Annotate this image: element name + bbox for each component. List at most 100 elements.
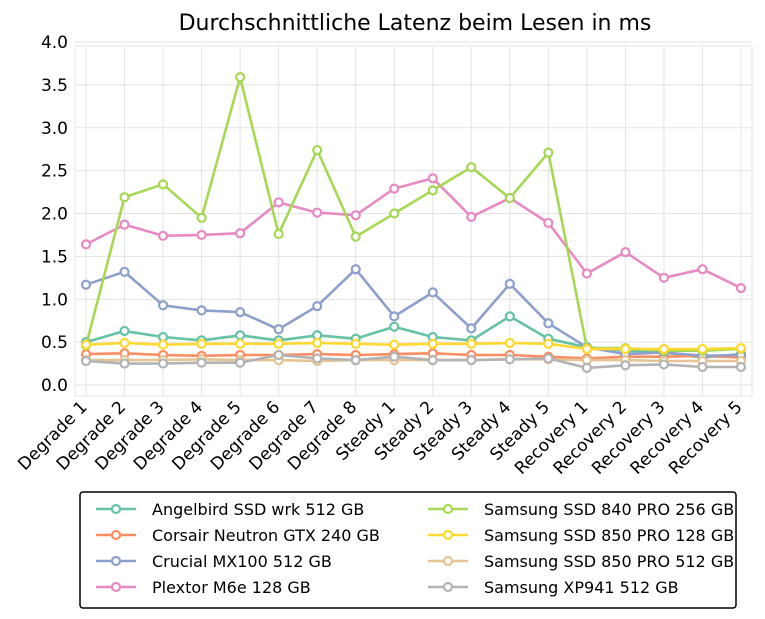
series-line — [85, 351, 742, 360]
data-point — [697, 343, 708, 355]
data-point — [157, 179, 169, 190]
data-point — [658, 343, 670, 355]
series-line — [85, 341, 742, 351]
data-point — [543, 318, 554, 329]
data-point — [312, 337, 323, 349]
data-point — [427, 173, 438, 184]
data-point — [581, 268, 592, 279]
legend-box — [79, 491, 737, 609]
data-point — [235, 307, 246, 318]
legend-item: Samsung SSD 850 PRO 128 GB — [428, 526, 734, 545]
data-point — [80, 239, 92, 250]
data-point — [157, 339, 169, 350]
data-point — [312, 144, 323, 156]
y-tick-label: 1.5 — [41, 247, 68, 267]
series-3 — [80, 173, 747, 294]
data-point — [119, 192, 130, 203]
data-point — [80, 355, 92, 367]
legend-swatch-marker — [442, 529, 454, 541]
data-point — [196, 212, 207, 223]
data-point — [543, 338, 554, 349]
data-point — [350, 231, 361, 242]
data-point — [735, 343, 747, 354]
data-point — [389, 183, 400, 194]
legend-item: Samsung SSD 850 PRO 512 GB — [428, 552, 734, 571]
data-point — [273, 349, 284, 361]
data-point — [350, 338, 361, 349]
data-point — [273, 228, 284, 240]
data-point — [620, 360, 631, 371]
data-point — [389, 208, 400, 219]
legend-label: Crucial MX100 512 GB — [152, 552, 332, 571]
data-point — [735, 361, 747, 373]
chart-title: Durchschnittliche Latenz beim Lesen in m… — [179, 11, 652, 36]
legend-item: Plextor M6e 128 GB — [96, 578, 311, 597]
data-point — [119, 337, 130, 349]
y-tick-label: 2.0 — [41, 205, 68, 225]
legend-label: Samsung SSD 850 PRO 512 GB — [484, 552, 734, 571]
data-point — [157, 358, 169, 369]
data-point — [235, 228, 246, 239]
legend-item: Samsung XP941 512 GB — [428, 578, 679, 597]
legend: Angelbird SSD wrk 512 GB Corsair Neutron … — [79, 491, 737, 609]
data-point — [312, 353, 323, 364]
data-point — [119, 358, 130, 369]
data-point — [119, 266, 130, 277]
series-line — [86, 357, 741, 363]
data-point — [466, 355, 477, 366]
legend-item: Samsung SSD 840 PRO 256 GB — [428, 500, 734, 519]
data-point — [196, 357, 207, 368]
y-tick-label: 3.0 — [41, 119, 68, 139]
data-point — [80, 339, 92, 350]
data-point — [157, 230, 169, 241]
data-point — [273, 324, 284, 335]
data-point — [196, 338, 207, 349]
legend-label: Samsung SSD 840 PRO 256 GB — [484, 500, 734, 519]
data-point — [581, 362, 592, 373]
data-point — [235, 72, 246, 83]
data-point — [466, 211, 477, 223]
data-point — [119, 325, 130, 337]
data-point — [504, 278, 515, 289]
data-point — [427, 355, 438, 366]
data-point — [389, 311, 400, 322]
legend-swatch-marker — [110, 581, 122, 593]
grid — [74, 41, 753, 397]
data-point — [312, 207, 323, 218]
series-lines — [80, 72, 747, 373]
y-tick-label: 0.5 — [41, 333, 68, 353]
y-tick-label: 0.0 — [41, 376, 68, 396]
y-tick-label: 3.5 — [41, 76, 68, 96]
legend-label: Samsung SSD 850 PRO 128 GB — [484, 526, 734, 545]
series-5 — [80, 337, 747, 355]
y-tick-label: 2.5 — [41, 162, 68, 182]
data-point — [350, 264, 361, 275]
data-point — [427, 338, 438, 349]
data-point — [350, 210, 361, 221]
legend-label: Samsung XP941 512 GB — [484, 578, 679, 597]
legend-label: Corsair Neutron GTX 240 GB — [152, 526, 380, 545]
data-point — [466, 338, 477, 349]
data-point — [235, 357, 246, 368]
data-point — [581, 343, 592, 355]
legend-item: Crucial MX100 512 GB — [96, 552, 332, 571]
data-point — [543, 217, 554, 229]
data-point — [658, 272, 670, 283]
data-point — [466, 162, 477, 173]
data-point — [389, 351, 400, 362]
data-point — [196, 305, 207, 316]
data-point — [658, 359, 670, 370]
data-point — [312, 301, 323, 312]
data-point — [389, 321, 400, 332]
y-tick-label: 1.0 — [41, 290, 68, 310]
data-point — [504, 337, 515, 349]
legend-swatch-marker — [110, 503, 122, 515]
legend-item: Angelbird SSD wrk 512 GB — [96, 500, 364, 519]
series-line — [85, 267, 742, 358]
series-line — [85, 315, 742, 359]
data-point — [119, 219, 130, 230]
data-point — [389, 339, 400, 350]
data-point — [697, 361, 708, 373]
data-point — [543, 353, 554, 364]
data-point — [620, 343, 631, 355]
